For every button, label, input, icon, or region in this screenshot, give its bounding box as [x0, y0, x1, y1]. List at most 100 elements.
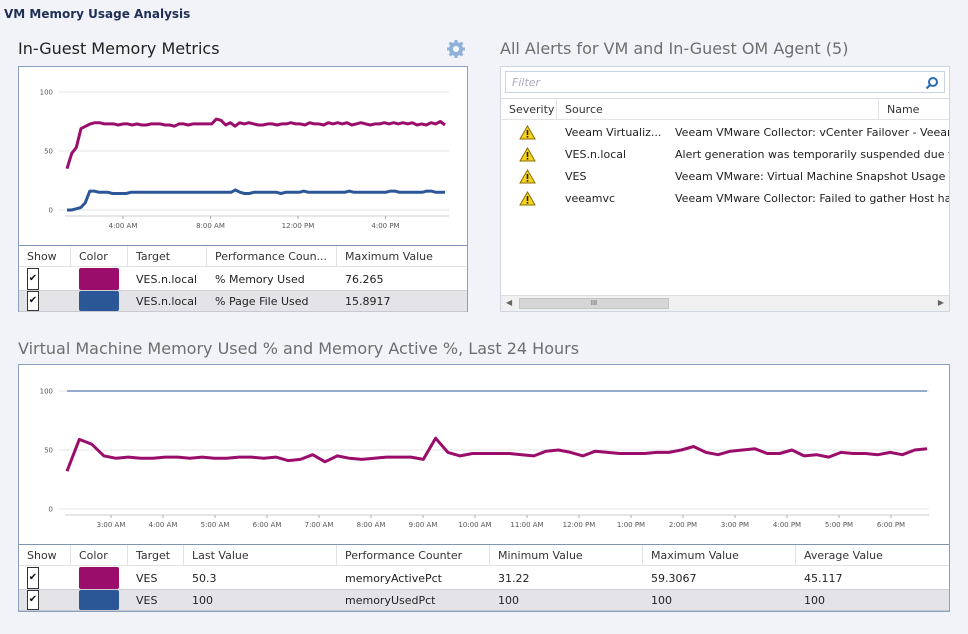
- col-severity[interactable]: Severity: [501, 99, 557, 119]
- scroll-left-icon[interactable]: ◀: [506, 298, 513, 307]
- warning-icon: [519, 165, 539, 187]
- col-color[interactable]: Color: [71, 246, 128, 266]
- table-row[interactable]: ✔ VES.n.local % Page File Used 15.8917: [19, 290, 467, 312]
- row-counter: % Memory Used: [215, 272, 305, 286]
- alerts-grid-header: Severity Source Name: [501, 98, 949, 120]
- alerts-title: All Alerts for VM and In-Guest OM Agent …: [500, 39, 849, 58]
- x-tick-label: 12:00 PM: [282, 222, 315, 230]
- row-last: 100: [192, 593, 213, 607]
- alert-row[interactable]: veeamvc Veeam VMware Collector: Failed to…: [501, 187, 949, 209]
- color-swatch[interactable]: [79, 268, 119, 290]
- row-max: 15.8917: [345, 294, 391, 308]
- x-tick-label: 10:00 AM: [458, 521, 491, 529]
- col-max[interactable]: Maximum Value: [643, 545, 796, 565]
- col-counter[interactable]: Performance Counter: [337, 545, 490, 565]
- x-tick-label: 5:00 AM: [201, 521, 230, 529]
- scroll-right-icon[interactable]: ▶: [937, 298, 944, 307]
- x-tick-label: 4:00 AM: [149, 521, 178, 529]
- series-line: [65, 117, 446, 170]
- app-title: VM Memory Usage Analysis: [4, 7, 191, 21]
- row-min: 100: [498, 593, 519, 607]
- color-swatch[interactable]: [79, 590, 119, 610]
- row-counter: memoryUsedPct: [345, 593, 436, 607]
- y-tick-label: 0: [49, 207, 53, 215]
- row-avg: 100: [804, 593, 825, 607]
- alert-source: VES.n.local: [565, 147, 627, 161]
- horizontal-scrollbar[interactable]: ◀ III ▶: [501, 295, 949, 311]
- color-swatch[interactable]: [79, 291, 119, 311]
- col-counter[interactable]: Performance Coun...: [207, 246, 337, 266]
- scrollbar-thumb[interactable]: III: [519, 298, 669, 309]
- alert-name: Veeam VMware: Virtual Machine Snapshot U…: [675, 169, 949, 183]
- alerts-panel: Filter Severity Source Name Veeam Virtua…: [500, 66, 950, 312]
- col-target[interactable]: Target: [128, 545, 184, 565]
- row-max: 59.3067: [651, 571, 697, 585]
- row-last: 50.3: [192, 571, 217, 585]
- search-icon[interactable]: [925, 76, 939, 90]
- alert-row[interactable]: VES.n.local Alert generation was temporar…: [501, 143, 949, 165]
- x-tick-label: 3:00 PM: [721, 521, 749, 529]
- x-tick-label: 1:00 PM: [617, 521, 645, 529]
- row-min: 31.22: [498, 571, 530, 585]
- show-checkbox[interactable]: ✔: [27, 590, 39, 610]
- alert-name: Alert generation was temporarily suspend…: [675, 147, 949, 161]
- y-tick-label: 100: [40, 89, 53, 97]
- y-tick-label: 100: [40, 388, 53, 396]
- row-max: 76.265: [345, 272, 384, 286]
- x-tick-label: 7:00 AM: [305, 521, 334, 529]
- row-target: VES: [136, 593, 158, 607]
- table-row[interactable]: ✔ VES 50.3 memoryActivePct 31.22 59.3067…: [19, 567, 949, 589]
- vm-memory-title: Virtual Machine Memory Used % and Memory…: [18, 339, 580, 358]
- col-name[interactable]: Name: [887, 102, 920, 116]
- x-tick-label: 4:00 AM: [109, 222, 138, 230]
- vm-grid-header: Show Color Target Last Value Performance…: [19, 544, 949, 566]
- col-max[interactable]: Maximum Value: [345, 249, 433, 263]
- show-checkbox[interactable]: ✔: [27, 567, 39, 589]
- show-checkbox[interactable]: ✔: [27, 268, 39, 290]
- x-tick-label: 2:00 PM: [669, 521, 697, 529]
- col-show[interactable]: Show: [19, 545, 71, 565]
- col-target[interactable]: Target: [128, 246, 207, 266]
- warning-icon: [519, 187, 539, 209]
- x-tick-label: 5:00 PM: [825, 521, 853, 529]
- alert-row[interactable]: Veeam Virtualiz... Veeam VMware Collector…: [501, 121, 949, 143]
- alert-name: Veeam VMware Collector: vCenter Failover…: [675, 125, 949, 139]
- col-source[interactable]: Source: [557, 99, 879, 119]
- filter-input[interactable]: Filter: [505, 71, 945, 93]
- x-tick-label: 8:00 AM: [357, 521, 386, 529]
- vm-memory-chart: 100 50 0 3:00 AM 4:00 AM 5:00 AM 6:00 AM 7:00 A…: [40, 388, 929, 529]
- x-tick-label: 6:00 PM: [877, 521, 905, 529]
- color-swatch[interactable]: [79, 567, 119, 589]
- row-avg: 45.117: [804, 571, 843, 585]
- x-tick-label: 4:00 PM: [371, 222, 399, 230]
- y-tick-label: 50: [44, 447, 53, 455]
- x-tick-label: 3:00 AM: [97, 521, 126, 529]
- row-counter: memoryActivePct: [345, 571, 442, 585]
- vm-memory-panel: 100 50 0 3:00 AM 4:00 AM 5:00 AM 6:00 AM 7:00 A…: [18, 364, 950, 612]
- gear-icon[interactable]: [446, 39, 466, 59]
- in-guest-chart: 100 50 0 4:00 AM 8:00 AM 12:00 PM 4:00 PM: [40, 89, 449, 230]
- show-checkbox[interactable]: ✔: [27, 291, 39, 311]
- x-tick-label: 9:00 AM: [409, 521, 438, 529]
- warning-icon: [519, 121, 539, 143]
- table-row[interactable]: ✔ VES.n.local % Memory Used 76.265: [19, 268, 467, 290]
- series-line: [67, 188, 445, 212]
- x-tick-label: 8:00 AM: [196, 222, 225, 230]
- y-tick-label: 50: [44, 148, 53, 156]
- x-tick-label: 11:00 AM: [510, 521, 543, 529]
- row-counter: % Page File Used: [215, 294, 309, 308]
- col-last-value[interactable]: Last Value: [184, 545, 337, 565]
- alert-row[interactable]: VES Veeam VMware: Virtual Machine Snapsho…: [501, 165, 949, 187]
- x-tick-label: 4:00 PM: [773, 521, 801, 529]
- row-target: VES.n.local: [136, 294, 198, 308]
- warning-icon: [519, 143, 539, 165]
- alert-name: Veeam VMware Collector: Failed to gather…: [675, 191, 949, 205]
- col-color[interactable]: Color: [71, 545, 128, 565]
- row-target: VES.n.local: [136, 272, 198, 286]
- col-avg[interactable]: Average Value: [804, 548, 883, 562]
- table-row[interactable]: ✔ VES 100 memoryUsedPct 100 100 100: [19, 589, 949, 611]
- col-min[interactable]: Minimum Value: [490, 545, 643, 565]
- col-show[interactable]: Show: [19, 246, 71, 266]
- x-tick-label: 12:00 PM: [563, 521, 596, 529]
- row-max: 100: [651, 593, 672, 607]
